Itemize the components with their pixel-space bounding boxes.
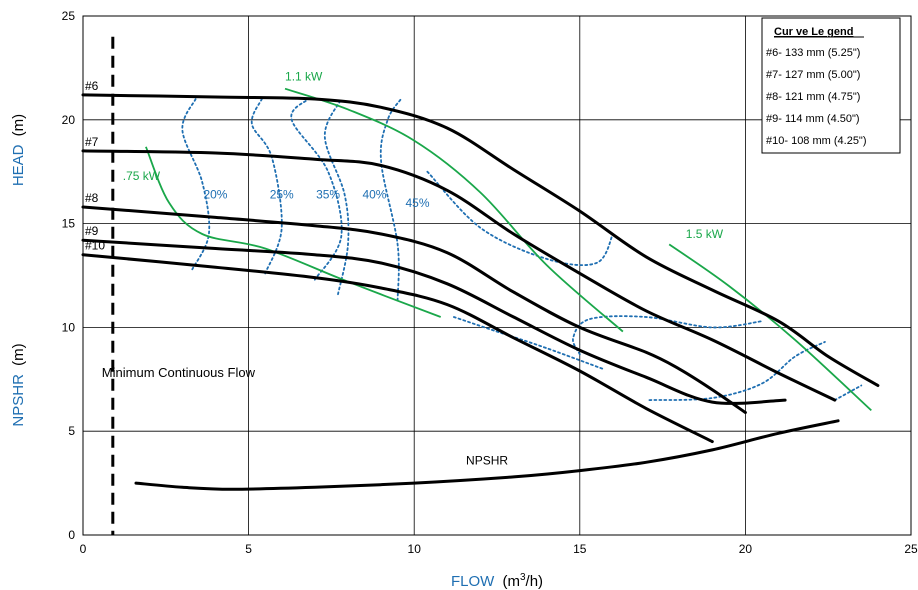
npshr-line [134,419,840,491]
head-curve-label: #7 [85,135,99,149]
head-curve [81,253,714,444]
efficiency-curve [181,98,211,271]
head-curve [81,205,747,414]
y-tick-label: 5 [68,424,75,438]
efficiency-label: 25% [270,188,294,202]
x-tick-labels: 0 5 10 15 20 25 [80,542,918,556]
x-axis-unit: (m [502,573,520,590]
power-label: .75 kW [123,169,161,183]
legend-box [761,17,901,154]
y-tick-label: 25 [62,9,76,23]
y-axis-npshr-title: NPSHR [10,374,27,427]
y-tick-label: 10 [62,320,76,334]
x-axis-title: FLOW [451,573,495,590]
y-axis-head-unit: (m) [10,114,27,137]
x-tick-label: 20 [739,542,753,556]
x-tick-label: 10 [408,542,422,556]
efficiency-curve [833,384,863,401]
x-tick-label: 5 [245,542,252,556]
minimum-flow-line: Minimum Continuous Flow [102,36,256,535]
x-axis-unit-sup: 3 [520,572,526,583]
efficiency-curve [250,98,283,275]
head-curve-label: #6 [85,79,99,93]
x-tick-label: 15 [573,542,587,556]
power-curve [145,146,442,318]
npshr-curve: NPSHR [134,419,840,491]
npshr-label: NPSHR [466,453,508,467]
legend-entry: #7- 127 mm (5.00") [766,69,860,81]
head-curve-label: #9 [85,224,99,238]
y-tick-label: 15 [62,217,76,231]
y-axis-label-npshr: NPSHR (m) [10,343,27,426]
minimum-flow-label: Minimum Continuous Flow [102,365,256,380]
power-label: 1.5 kW [686,227,724,241]
efficiency-label: 45% [405,196,429,210]
y-tick-labels: 0 5 10 15 20 25 [62,9,76,542]
x-tick-label: 0 [80,542,87,556]
x-axis-unit-tail: /h) [526,573,544,590]
y-axis-head-title: HEAD [10,144,27,186]
head-curve [81,238,787,405]
y-tick-label: 0 [68,528,75,542]
efficiency-curve [323,98,350,296]
legend-entry: #9- 114 mm (4.50") [766,113,860,125]
legend-entry: #8- 121 mm (4.75") [766,91,860,103]
efficiency-curve [572,315,763,356]
efficiency-curve [648,341,826,401]
power-curve [284,87,624,333]
legend-entry: #10- 108 mm (4.25") [766,135,867,147]
x-axis-label: FLOW (m3/h) [451,572,543,590]
legend-entry: #6- 133 mm (5.25") [766,47,860,59]
head-curve-label: #10 [85,239,105,253]
efficiency-label: 40% [362,188,386,202]
efficiency-curve [290,98,343,281]
head-curve [81,149,837,402]
efficiency-label: 20% [203,188,227,202]
head-curve-label: #8 [85,191,99,205]
efficiency-curve [379,98,402,302]
y-axis-label-head: HEAD (m) [10,114,27,186]
efficiency-curve [453,316,604,370]
power-label: 1.1 kW [285,69,323,83]
efficiency-curve [426,170,614,267]
y-tick-label: 20 [62,113,76,127]
efficiency-curves: 20% 25% 35% 40% 45% [181,98,863,401]
curve-labels: #6 #7 #8 #9#10 [85,79,105,253]
legend: Cur ve Le gend #6- 133 mm (5.25") #7- 12… [761,17,901,154]
efficiency-label: 35% [316,188,340,202]
head-curve [81,93,880,387]
power-curves: .75 kW 1.1 kW 1.5 kW [123,69,872,412]
x-tick-label: 25 [904,542,918,556]
y-axis-npshr-unit: (m) [10,343,27,366]
head-curves [81,93,880,444]
legend-title: Cur ve Le gend [774,26,853,38]
